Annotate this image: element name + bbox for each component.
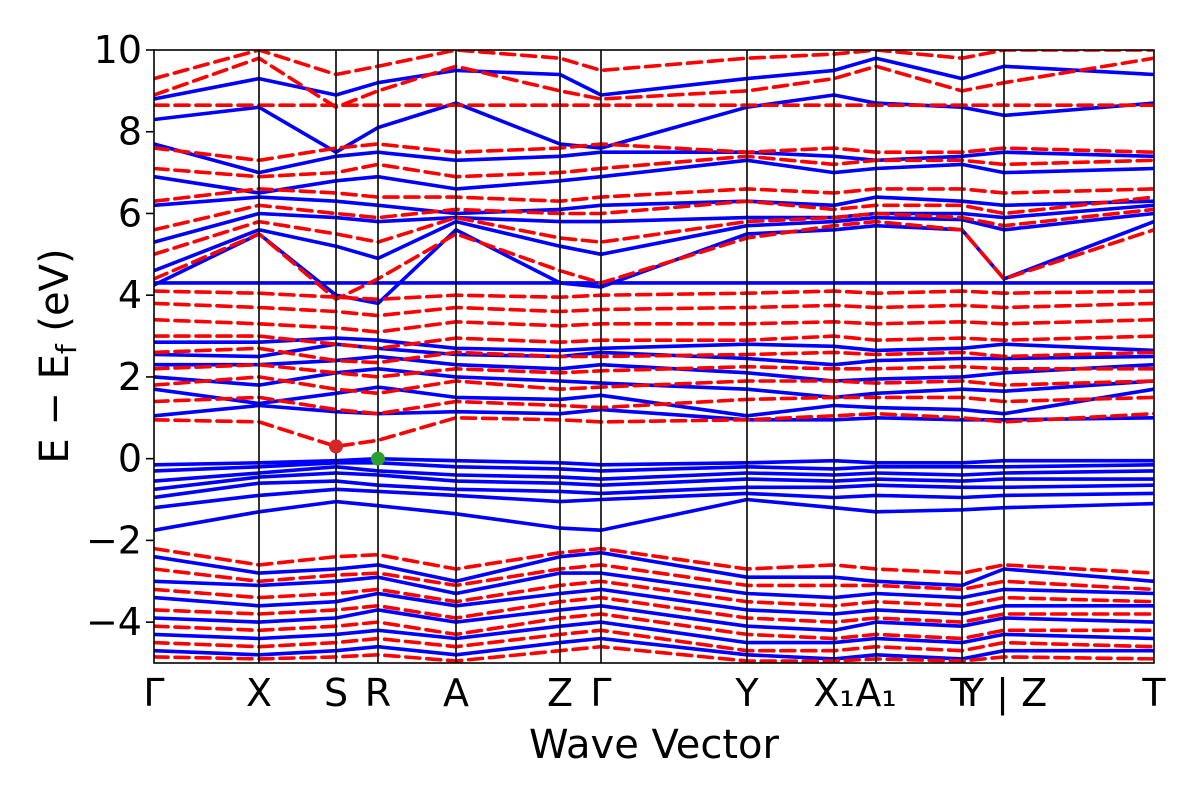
x-tick-label: R bbox=[365, 671, 391, 715]
y-tick-label: 0 bbox=[118, 437, 142, 481]
markers-layer bbox=[329, 439, 385, 466]
y-tick-label: 6 bbox=[118, 191, 142, 235]
x-tick-label: Γ bbox=[590, 671, 611, 715]
x-tick-label: A₁ bbox=[855, 671, 896, 715]
vbm-marker bbox=[371, 451, 385, 466]
y-axis: −4 −2 0 2 4 6 8 10 bbox=[86, 28, 154, 644]
y-tick-label: 8 bbox=[118, 110, 142, 154]
x-tick-label: T bbox=[1141, 671, 1166, 715]
y-tick-label: −2 bbox=[86, 518, 142, 562]
y-axis-label-main: E − E bbox=[32, 354, 78, 464]
y-axis-label-unit: (eV) bbox=[32, 248, 78, 344]
x-tick-label: Y | Z bbox=[960, 671, 1047, 716]
y-axis-label: E − Ef (eV) bbox=[32, 248, 83, 463]
cbm-marker bbox=[329, 439, 343, 454]
x-tick-label: X₁ bbox=[813, 671, 854, 715]
x-tick-label: S bbox=[324, 671, 348, 715]
x-axis-label: Wave Vector bbox=[529, 722, 780, 768]
y-axis-label-sub: f bbox=[50, 343, 83, 354]
y-tick-label: 2 bbox=[118, 355, 142, 399]
kpoint-lines bbox=[258, 50, 1005, 663]
y-tick-label: −4 bbox=[86, 600, 142, 644]
x-tick-label: T bbox=[949, 671, 974, 715]
y-tick-label: 10 bbox=[94, 28, 142, 72]
x-tick-label: A bbox=[443, 671, 469, 715]
plot-frame bbox=[153, 49, 1155, 664]
x-tick-label: Γ bbox=[143, 671, 164, 715]
x-tick-label: X bbox=[246, 671, 272, 715]
x-tick-label: Y bbox=[734, 671, 759, 715]
x-tick-label: Z bbox=[547, 671, 573, 715]
y-tick-label: 4 bbox=[118, 273, 142, 317]
